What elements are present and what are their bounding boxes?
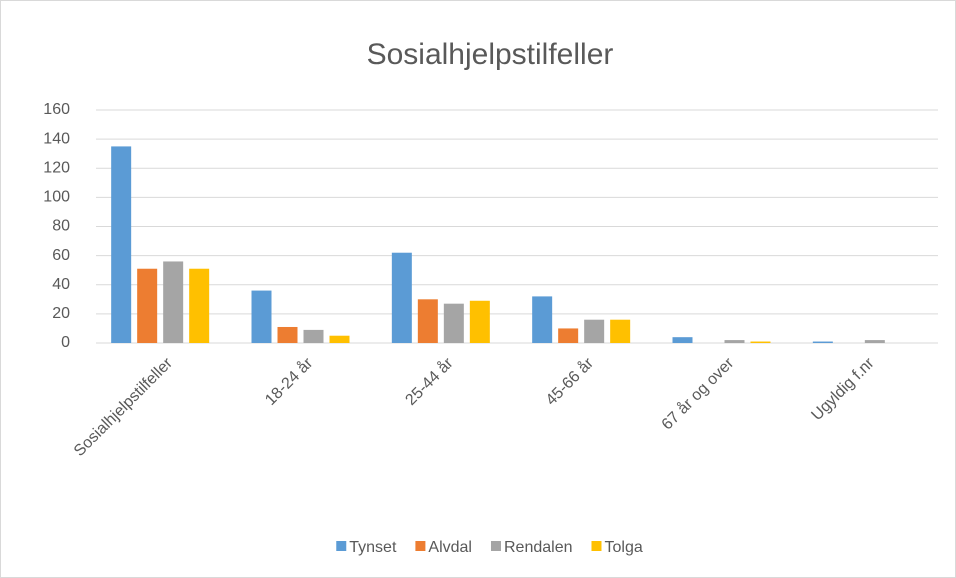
bar (584, 319, 605, 343)
bar (610, 319, 631, 343)
bar (329, 335, 350, 343)
bar (750, 341, 771, 343)
y-tick-label: 120 (43, 159, 70, 176)
bar (469, 300, 490, 343)
bar (812, 341, 833, 343)
legend-swatch (415, 541, 426, 551)
y-tick-label: 160 (43, 101, 70, 118)
legend-label: Tolga (604, 539, 642, 556)
bar (864, 340, 885, 343)
y-tick-label: 60 (52, 247, 70, 264)
bar (443, 303, 464, 343)
bar (163, 261, 184, 343)
bar (189, 268, 210, 343)
bar (277, 326, 298, 343)
bar (111, 146, 132, 343)
bar (391, 252, 412, 343)
y-tick-label: 100 (43, 189, 70, 206)
bar (532, 296, 553, 343)
legend-swatch (490, 541, 501, 551)
y-tick-label: 0 (61, 334, 70, 351)
y-tick-label: 20 (52, 305, 70, 322)
chart-title: Sosialhjelpstilfeller (367, 38, 614, 71)
y-tick-label: 80 (52, 218, 70, 235)
bar (303, 329, 324, 343)
bar (251, 290, 272, 343)
legend-swatch (591, 541, 602, 551)
bar (672, 337, 693, 343)
y-tick-label: 140 (43, 130, 70, 147)
legend-swatch (336, 541, 347, 551)
y-tick-label: 40 (52, 276, 70, 293)
bar (417, 299, 438, 343)
legend-label: Rendalen (504, 539, 573, 556)
legend-label: Tynset (349, 539, 397, 556)
bar (137, 268, 158, 343)
bar (724, 340, 745, 343)
legend-label: Alvdal (428, 539, 472, 556)
bar (558, 328, 579, 343)
